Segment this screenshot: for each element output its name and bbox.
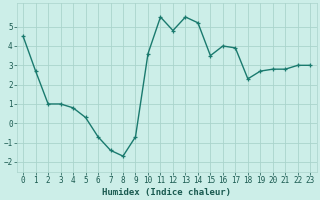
X-axis label: Humidex (Indice chaleur): Humidex (Indice chaleur) — [102, 188, 231, 197]
